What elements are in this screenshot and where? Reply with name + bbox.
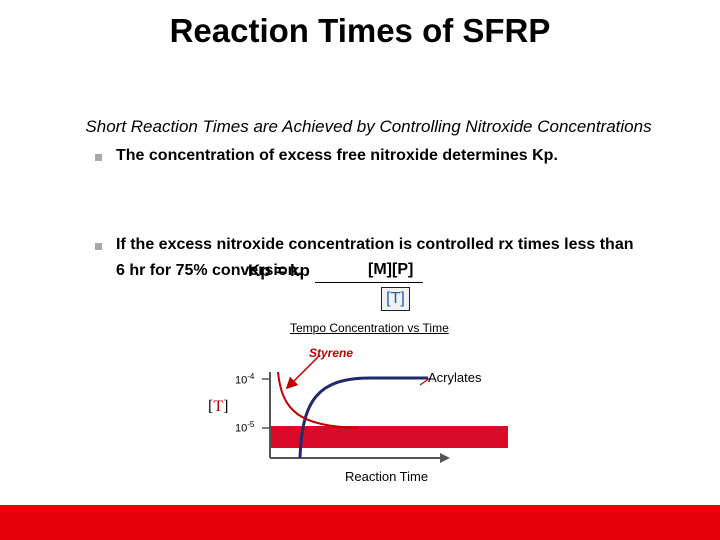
acrylates-label: Acrylates [428, 370, 482, 385]
slide-title: Reaction Times of SFRP [169, 12, 551, 49]
formula-numerator: [M][P] [368, 261, 414, 278]
formula-denominator: [T] [381, 287, 410, 311]
bullet-text-1: The concentration of excess free nitroxi… [116, 147, 558, 164]
bullet-marker-1 [95, 154, 102, 161]
styrene-label: Styrene [309, 346, 354, 360]
bullet-text-2b: 6 hr for 75% conversion. [116, 262, 302, 279]
formula-lhs: Kp = kp [248, 261, 310, 280]
chart-title: Tempo Concentration vs Time [290, 321, 449, 335]
x-axis-arrowhead [440, 453, 450, 463]
acrylates-curve [298, 376, 428, 459]
bullet-marker-2 [95, 243, 102, 250]
bullet-text-2a: If the excess nitroxide concentration is… [116, 236, 634, 253]
tick-label-low: 10-5 [235, 420, 255, 435]
styrene-curve [277, 371, 359, 429]
footer-bar [0, 505, 720, 540]
y-axis-label: [T] [208, 398, 229, 415]
tick-label-high: 10-4 [235, 372, 255, 387]
styrene-arrow [285, 354, 321, 390]
acrylates-arrow [419, 377, 431, 386]
x-axis-label: Reaction Time [345, 469, 429, 484]
slide-subtitle: Short Reaction Times are Achieved by Con… [85, 117, 652, 136]
concentration-band [270, 426, 508, 448]
formula-fraction-bar [315, 282, 423, 283]
